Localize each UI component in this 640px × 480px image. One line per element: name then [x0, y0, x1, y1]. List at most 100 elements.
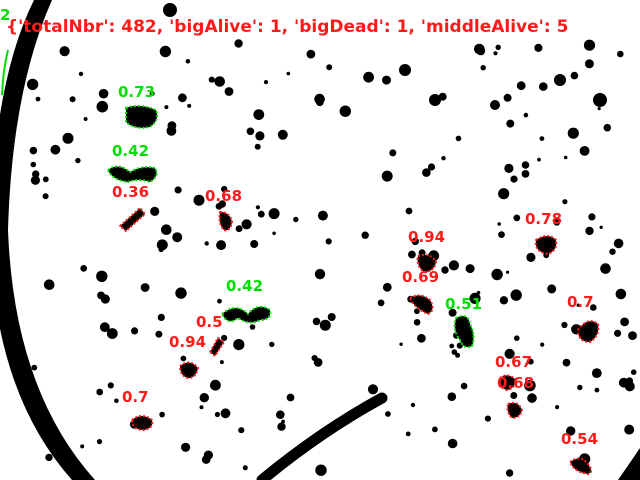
detected-objects: [106, 104, 600, 476]
particle: [585, 226, 594, 236]
particle: [594, 387, 600, 393]
particle: [429, 94, 441, 106]
particle: [306, 49, 316, 59]
particle: [389, 149, 397, 157]
particle: [554, 74, 566, 86]
particle: [577, 384, 583, 391]
particle: [96, 388, 104, 396]
particle: [221, 185, 228, 193]
particle: [499, 296, 509, 305]
detection-label-12: 0.67: [495, 353, 532, 371]
particle: [447, 392, 457, 402]
detected-object-6: [408, 294, 434, 316]
dish-rim-green: [1, 49, 9, 96]
particle: [562, 199, 568, 205]
particle: [140, 283, 150, 292]
detection-label-5: 0.78: [525, 210, 562, 228]
particle: [628, 331, 637, 340]
particle: [317, 210, 328, 221]
particle: [106, 328, 118, 339]
particle: [204, 241, 209, 246]
particle: [30, 161, 37, 168]
particle: [539, 136, 545, 142]
particle: [255, 133, 263, 141]
particle: [255, 205, 260, 210]
detection-labels: 0.73 0.42 0.36 0.68 0.94 0.78 0.69 0.42 0.51 0.7 0…: [112, 83, 598, 448]
particle: [69, 96, 76, 103]
particle: [175, 287, 187, 299]
particle: [566, 426, 576, 436]
particle: [527, 393, 537, 403]
particle: [241, 219, 252, 230]
particle: [159, 411, 165, 418]
particle: [553, 219, 561, 226]
particle: [157, 313, 165, 321]
particle: [313, 358, 323, 367]
particle: [80, 265, 88, 272]
particle: [399, 64, 411, 76]
particle: [521, 170, 530, 178]
particle: [381, 170, 393, 182]
particle: [268, 208, 280, 220]
particle: [524, 379, 536, 392]
particle: [250, 240, 259, 248]
particle: [161, 224, 172, 235]
particle: [199, 405, 204, 410]
particle: [510, 392, 518, 399]
particle: [286, 71, 291, 76]
particle: [96, 439, 103, 445]
detection-label-2: 0.36: [112, 183, 149, 201]
particle: [449, 343, 455, 349]
detection-label-6: 0.69: [402, 268, 439, 286]
particle: [327, 313, 336, 321]
particle: [272, 231, 276, 236]
detection-label-14: 0.7: [122, 388, 149, 406]
detected-object-0: [125, 104, 159, 129]
particle: [547, 284, 557, 294]
particle: [114, 398, 119, 404]
particle: [624, 424, 635, 435]
particle: [32, 170, 40, 178]
particle: [312, 317, 321, 326]
particle: [233, 339, 245, 351]
particle: [408, 250, 416, 259]
particle: [516, 81, 526, 91]
particle: [214, 76, 225, 87]
particle: [246, 127, 255, 136]
particle: [495, 44, 501, 50]
particle: [503, 93, 512, 102]
particle: [361, 231, 369, 239]
particle: [75, 157, 81, 164]
particle: [514, 335, 520, 342]
particle: [448, 260, 459, 271]
particle: [591, 368, 602, 378]
particle: [181, 442, 191, 452]
particle: [83, 117, 88, 121]
particle: [31, 364, 38, 371]
detected-object-5: [534, 235, 558, 256]
particle: [497, 222, 502, 226]
particle: [325, 238, 332, 245]
particle: [277, 422, 286, 431]
particle: [26, 78, 39, 91]
particle: [600, 263, 611, 274]
particle: [42, 193, 49, 200]
particle: [609, 248, 616, 255]
particle: [185, 59, 191, 64]
particle: [187, 103, 192, 108]
particle: [208, 76, 215, 83]
detected-object-7: [220, 305, 272, 324]
particle: [163, 3, 177, 17]
particle: [510, 289, 522, 301]
particle: [593, 93, 607, 107]
detected-object-9: [576, 320, 600, 344]
particle: [107, 382, 114, 389]
detected-object-2: [118, 206, 147, 233]
particle: [164, 105, 169, 110]
particle: [269, 341, 275, 348]
particle-field: [26, 3, 637, 477]
particle: [603, 123, 612, 132]
particle: [451, 349, 458, 355]
particle: [432, 426, 438, 433]
